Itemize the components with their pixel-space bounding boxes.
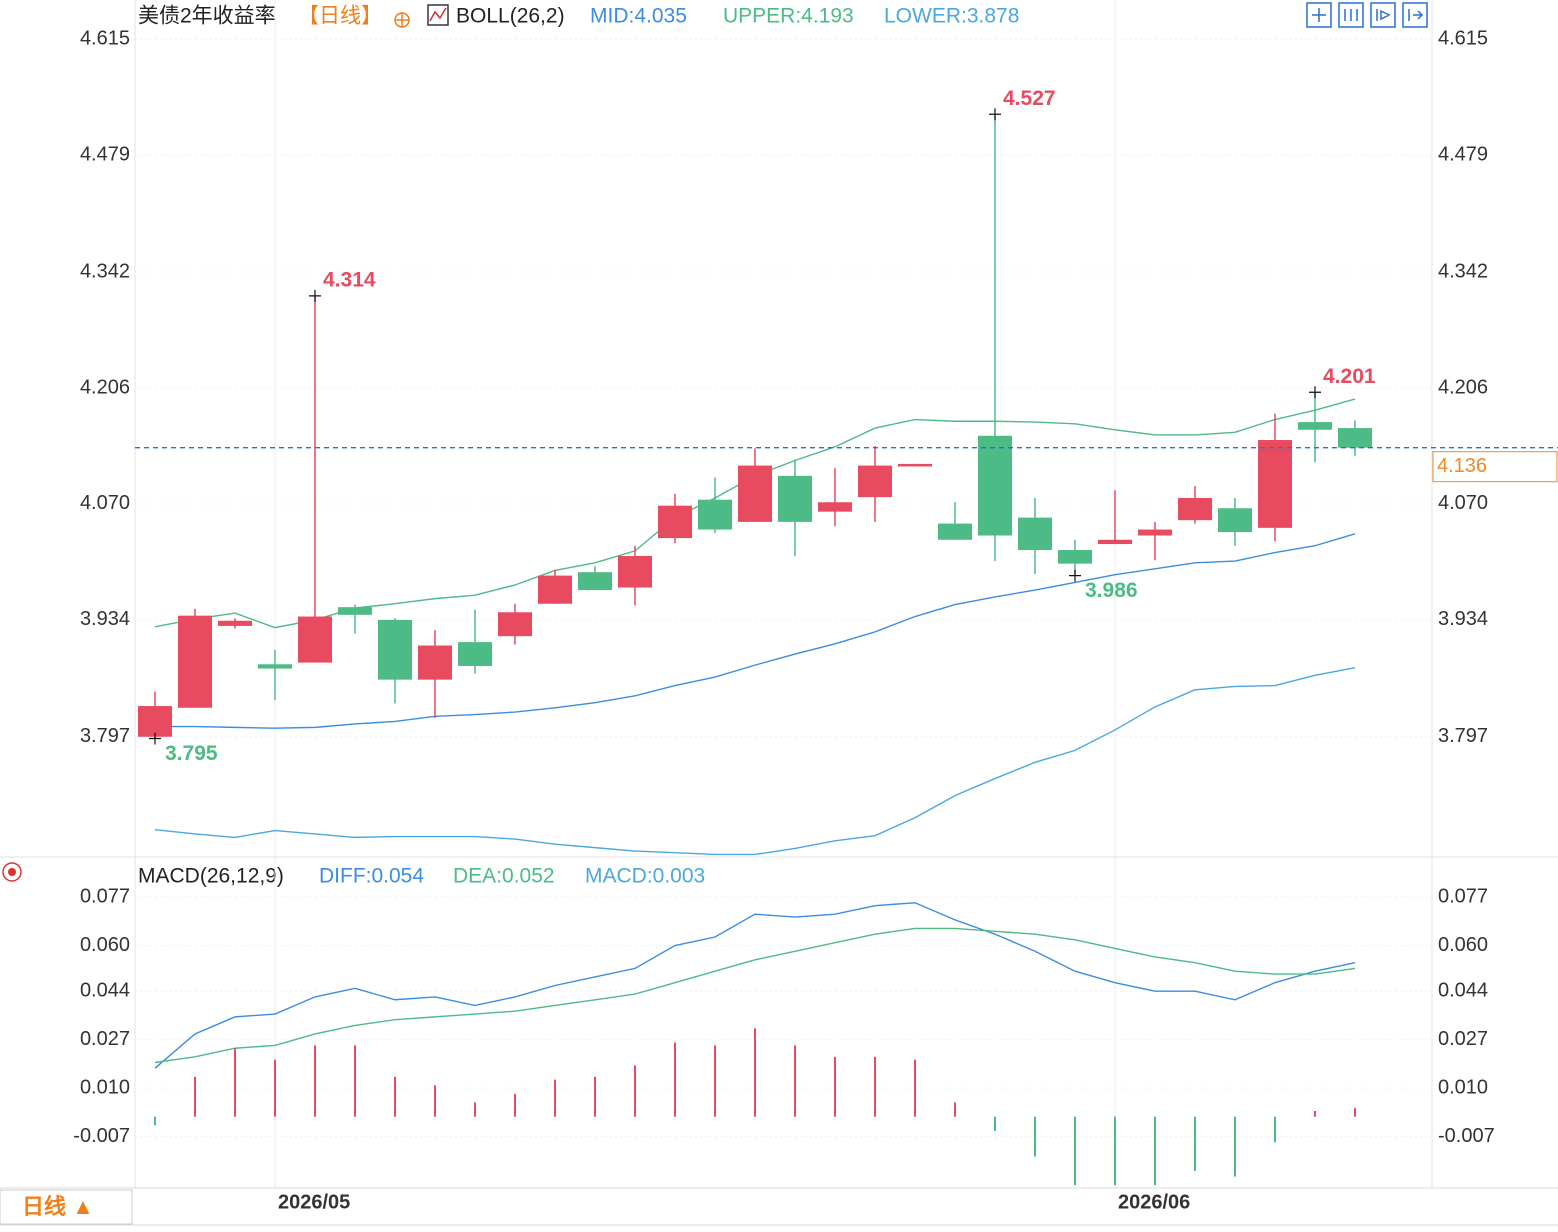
tool-button[interactable] (1338, 2, 1364, 28)
tool-button[interactable] (1306, 2, 1332, 28)
candle-body (818, 502, 852, 512)
legend-entry: DEA:0.052 (453, 865, 555, 888)
y-tick-label: 0.044 (1438, 979, 1488, 1001)
last-price-box (1432, 451, 1558, 483)
candle-body (258, 664, 292, 669)
candle-body (1338, 428, 1372, 448)
y-tick-label: 4.615 (1438, 28, 1488, 50)
extreme-marker (309, 289, 321, 302)
y-tick-label: 0.044 (80, 979, 130, 1001)
high-label: 4.527 (1003, 87, 1056, 110)
period-button[interactable] (0, 1189, 133, 1225)
candle-body (578, 572, 612, 591)
low-label: 3.986 (1085, 579, 1138, 602)
candle-body (178, 615, 212, 708)
y-tick-label: 0.077 (1438, 885, 1488, 907)
legend-entry: UPPER:4.193 (723, 5, 854, 28)
candle-body (1058, 550, 1092, 564)
extreme-marker (149, 732, 161, 745)
y-tick-label: 0.027 (1438, 1028, 1488, 1050)
extreme-marker (1309, 386, 1321, 399)
y-tick-label: 3.934 (80, 608, 130, 630)
y-tick-label: 0.060 (80, 934, 130, 956)
y-tick-label: 4.206 (80, 376, 130, 398)
boll-line (155, 533, 1356, 729)
tool-button[interactable] (1370, 2, 1396, 28)
y-tick-label: 0.077 (80, 885, 130, 907)
candle-body (298, 616, 332, 663)
y-tick-label: 0.027 (80, 1028, 130, 1050)
y-tick-label: 4.342 (80, 260, 130, 282)
y-tick-label: 0.010 (80, 1076, 130, 1098)
x-tick-label: 2026/05 (278, 1191, 350, 1213)
y-tick-label: 4.206 (1438, 376, 1488, 398)
y-tick-label: 4.615 (80, 28, 130, 50)
toolbar (1306, 2, 1428, 28)
y-tick-label: 4.479 (1438, 143, 1488, 165)
candle-body (218, 620, 252, 626)
candle-body (1138, 529, 1172, 536)
candle-body (378, 619, 412, 680)
boll-line (154, 667, 1356, 856)
candle-body (138, 706, 172, 737)
candle-body (1018, 517, 1052, 551)
tool-button[interactable] (1402, 2, 1428, 28)
chart-title: 美债2年收益率 (138, 5, 276, 28)
macd-line (154, 927, 1356, 1064)
candle-body (458, 642, 492, 666)
y-tick-label: 4.342 (1438, 260, 1488, 282)
candle-body (538, 575, 572, 604)
candle-body (778, 475, 812, 522)
y-tick-label: 4.479 (80, 143, 130, 165)
y-tick-label: -0.007 (1438, 1125, 1495, 1147)
macd-line (154, 902, 1356, 1069)
indicator-name: MACD(26,12,9) (138, 865, 284, 888)
y-tick-label: 4.070 (1438, 492, 1488, 514)
legend-entry: LOWER:3.878 (884, 5, 1019, 28)
candle-body (1098, 539, 1132, 545)
candle-body (858, 465, 892, 498)
high-label: 4.201 (1323, 365, 1376, 388)
y-tick-label: -0.007 (73, 1125, 130, 1147)
low-label: 3.795 (165, 742, 218, 765)
y-tick-label: 4.070 (80, 492, 130, 514)
candle-body (1258, 440, 1292, 528)
period-label[interactable]: 【日线】 (298, 5, 382, 28)
candle-body (898, 463, 932, 467)
extreme-marker (1069, 569, 1081, 582)
add-icon[interactable] (394, 12, 410, 28)
x-tick-label: 2026/06 (1118, 1191, 1190, 1213)
candle-body (1298, 422, 1332, 430)
candle-body (738, 465, 772, 522)
y-tick-label: 0.060 (1438, 934, 1488, 956)
y-tick-label: 3.797 (80, 725, 130, 747)
candle-body (498, 612, 532, 637)
legend-entry: DIFF:0.054 (319, 865, 424, 888)
candle-body (978, 435, 1012, 536)
candle-body (1218, 508, 1252, 533)
indicator-name: BOLL(26,2) (456, 5, 565, 28)
macd-icon[interactable] (2, 862, 22, 882)
extreme-marker (989, 108, 1001, 121)
indicator-icon[interactable] (427, 4, 449, 26)
high-label: 4.314 (323, 268, 376, 291)
candle-body (938, 523, 972, 540)
y-tick-label: 3.934 (1438, 608, 1488, 630)
candle-body (698, 499, 732, 530)
last-price-label: 4.136 (1437, 455, 1487, 477)
candle-body (338, 607, 372, 615)
legend-entry: MID:4.035 (590, 5, 687, 28)
legend-entry: MACD:0.003 (585, 865, 705, 888)
candle-body (418, 645, 452, 680)
period-button-label[interactable]: 日线 ▲ (22, 1194, 94, 1219)
y-tick-label: 0.010 (1438, 1076, 1488, 1098)
candle-body (658, 505, 692, 539)
y-tick-label: 3.797 (1438, 725, 1488, 747)
candle-body (1178, 497, 1212, 521)
candle-body (618, 555, 652, 588)
